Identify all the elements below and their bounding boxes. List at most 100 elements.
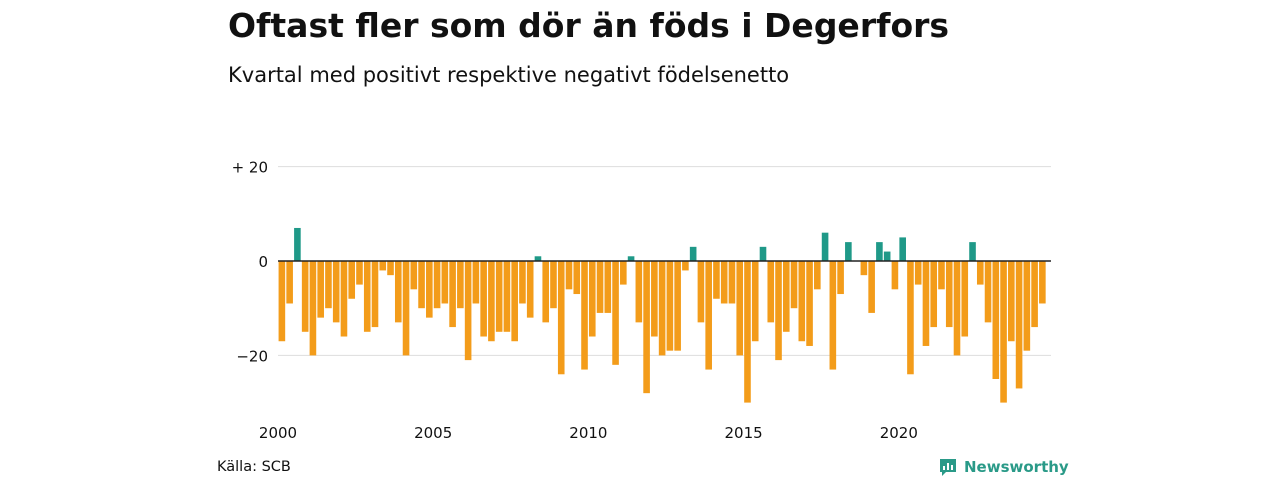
chart-subtitle: Kvartal med positivt respektive negativt… bbox=[228, 63, 790, 87]
bar bbox=[744, 261, 751, 403]
bar bbox=[1015, 261, 1023, 389]
bar bbox=[309, 261, 317, 356]
bar bbox=[325, 261, 332, 309]
bar bbox=[534, 256, 542, 261]
x-tick-label: 2010 bbox=[569, 424, 607, 442]
newsworthy-logo-icon bbox=[940, 459, 956, 476]
bar bbox=[720, 261, 728, 304]
bar bbox=[588, 261, 596, 337]
bar bbox=[751, 261, 759, 342]
bar bbox=[402, 261, 410, 356]
bar bbox=[1008, 261, 1015, 342]
bar bbox=[495, 261, 503, 332]
bar bbox=[581, 261, 588, 370]
bar bbox=[488, 261, 495, 342]
bar bbox=[387, 261, 394, 276]
bar bbox=[868, 261, 875, 313]
x-tick-label: 2015 bbox=[725, 424, 763, 442]
bar bbox=[565, 261, 573, 290]
bar bbox=[511, 261, 518, 342]
bar bbox=[814, 261, 821, 290]
bar bbox=[557, 261, 565, 375]
bar bbox=[891, 261, 899, 290]
bar bbox=[1031, 261, 1038, 328]
bar bbox=[845, 242, 852, 261]
bar bbox=[682, 261, 689, 271]
bar bbox=[363, 261, 371, 332]
source-label: Källa: SCB bbox=[217, 459, 291, 475]
bar bbox=[526, 261, 534, 318]
bar bbox=[876, 242, 883, 261]
bar bbox=[658, 261, 666, 356]
bar bbox=[953, 261, 961, 356]
bar bbox=[294, 227, 301, 261]
bar bbox=[767, 261, 775, 323]
brand-logo: Newsworthy bbox=[938, 457, 1069, 477]
bar bbox=[922, 261, 930, 346]
bar bbox=[798, 261, 806, 342]
bar bbox=[472, 261, 480, 304]
bar bbox=[627, 256, 635, 261]
bar bbox=[503, 261, 511, 332]
bar bbox=[1000, 261, 1007, 403]
bar bbox=[899, 237, 906, 261]
chart-title: Oftast fler som dör än föds i Degerfors bbox=[228, 6, 950, 45]
bar bbox=[907, 261, 914, 375]
y-tick-label: + 20 bbox=[232, 159, 268, 177]
bar bbox=[379, 261, 387, 271]
bar bbox=[806, 261, 813, 346]
bar bbox=[713, 261, 720, 299]
bar bbox=[790, 261, 798, 309]
bar bbox=[945, 261, 953, 328]
bar bbox=[992, 261, 1000, 379]
bar bbox=[394, 261, 402, 323]
bar bbox=[464, 261, 472, 361]
bar bbox=[829, 261, 837, 370]
x-tick-label: 2000 bbox=[259, 424, 297, 442]
bar bbox=[976, 261, 984, 285]
bar bbox=[969, 242, 976, 261]
bar bbox=[914, 261, 922, 285]
bar bbox=[550, 261, 557, 309]
bar bbox=[418, 261, 425, 309]
bar bbox=[860, 261, 868, 276]
bar bbox=[697, 261, 705, 323]
bar bbox=[837, 261, 844, 295]
bar bbox=[736, 261, 744, 356]
bar bbox=[1023, 261, 1031, 351]
bar bbox=[457, 261, 464, 309]
bar bbox=[775, 261, 782, 361]
bar bbox=[984, 261, 992, 323]
bar bbox=[317, 261, 324, 318]
bar bbox=[620, 261, 627, 285]
brand-name: Newsworthy bbox=[964, 458, 1069, 476]
bar bbox=[356, 261, 363, 285]
bar bbox=[278, 261, 286, 342]
bar bbox=[286, 261, 293, 304]
bar bbox=[666, 261, 674, 351]
bar bbox=[371, 261, 379, 328]
bar bbox=[674, 261, 681, 351]
bar bbox=[705, 261, 712, 370]
y-tick-label: −20 bbox=[236, 347, 268, 365]
bar bbox=[883, 251, 891, 261]
bar bbox=[728, 261, 736, 304]
bar bbox=[689, 246, 697, 261]
bar bbox=[938, 261, 945, 290]
bar bbox=[651, 261, 658, 337]
x-tick-label: 2020 bbox=[880, 424, 918, 442]
bar bbox=[596, 261, 604, 313]
x-tick-label: 2005 bbox=[414, 424, 452, 442]
bar bbox=[441, 261, 449, 304]
bar bbox=[604, 261, 612, 313]
bar bbox=[643, 261, 650, 394]
bar bbox=[821, 232, 829, 261]
bar bbox=[759, 246, 767, 261]
bar bbox=[332, 261, 340, 323]
bar bbox=[612, 261, 619, 365]
bar bbox=[301, 261, 309, 332]
bar bbox=[449, 261, 456, 328]
bar bbox=[782, 261, 790, 332]
bar bbox=[961, 261, 969, 337]
